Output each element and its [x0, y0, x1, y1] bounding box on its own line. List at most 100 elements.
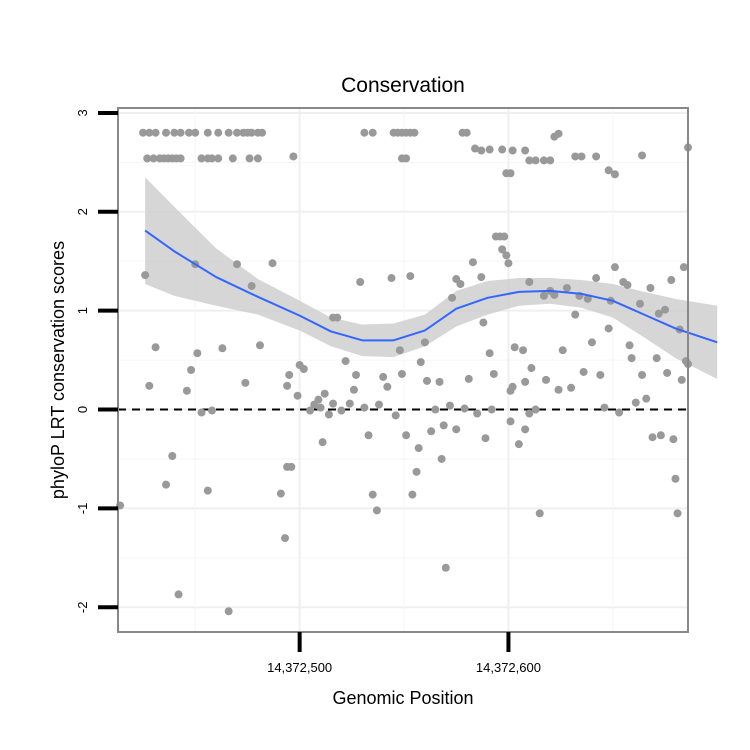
data-point: [318, 438, 327, 447]
data-point: [485, 145, 494, 154]
data-point: [539, 291, 548, 300]
data-point: [646, 283, 655, 292]
data-point: [258, 128, 267, 137]
data-point: [360, 403, 369, 412]
data-point: [452, 425, 461, 434]
data-point: [473, 409, 482, 418]
data-point: [456, 279, 465, 288]
data-point: [203, 128, 212, 137]
data-point: [506, 169, 515, 178]
data-point: [471, 144, 480, 153]
data-point: [268, 259, 277, 268]
data-point: [631, 398, 640, 407]
data-point: [224, 607, 233, 616]
data-point: [253, 154, 262, 163]
data-point: [604, 166, 613, 175]
data-point: [410, 128, 419, 137]
data-point: [320, 389, 329, 398]
data-point: [596, 370, 605, 379]
data-point: [395, 346, 404, 355]
data-point: [174, 590, 183, 599]
data-point: [191, 128, 200, 137]
data-point: [306, 406, 315, 415]
data-point: [571, 310, 580, 319]
data-point: [427, 427, 436, 436]
data-point: [299, 365, 308, 374]
data-point: [360, 128, 369, 137]
data-point: [477, 146, 486, 155]
data-point: [638, 370, 647, 379]
data-point: [207, 154, 216, 163]
data-point: [374, 400, 383, 409]
data-point: [333, 313, 342, 322]
data-point: [224, 128, 233, 137]
data-point: [489, 369, 498, 378]
data-point: [439, 421, 448, 430]
data-point: [402, 431, 411, 440]
data-point: [435, 377, 444, 386]
data-point: [420, 338, 429, 347]
data-point: [387, 274, 396, 283]
data-point: [677, 375, 686, 384]
data-point: [583, 294, 592, 303]
data-point: [293, 391, 302, 400]
data-point: [276, 489, 285, 498]
data-point: [145, 381, 154, 390]
data-point: [352, 370, 361, 379]
data-point: [531, 156, 540, 165]
data-point: [245, 154, 254, 163]
data-point: [502, 251, 511, 260]
data-point: [170, 128, 179, 137]
data-point: [577, 152, 586, 161]
data-point: [316, 403, 325, 412]
scatter-points: [116, 128, 692, 616]
data-point: [663, 368, 672, 377]
data-point: [592, 274, 601, 283]
data-point: [531, 405, 540, 414]
grid: [118, 108, 688, 632]
data-point: [542, 375, 551, 384]
data-point: [521, 146, 530, 155]
data-point: [527, 364, 536, 373]
data-point: [162, 480, 171, 489]
data-point: [510, 343, 519, 352]
data-point: [477, 273, 486, 282]
data-point: [615, 408, 624, 417]
data-point: [402, 154, 411, 163]
data-point: [587, 338, 596, 347]
data-point: [500, 232, 509, 241]
data-point: [314, 395, 323, 404]
ribbon-area: [145, 177, 718, 379]
y-tick-label: 2: [75, 208, 90, 215]
data-point: [285, 370, 294, 379]
data-point: [479, 318, 488, 327]
data-point: [187, 366, 196, 374]
data-point: [283, 381, 292, 390]
data-point: [504, 259, 513, 268]
y-tick-label: 1: [75, 307, 90, 314]
confidence-ribbon: [145, 177, 718, 379]
data-point: [610, 170, 619, 179]
data-point: [287, 462, 296, 471]
data-point: [368, 490, 377, 499]
data-point: [592, 152, 601, 161]
data-point: [233, 260, 242, 269]
data-point: [207, 406, 216, 415]
data-point: [460, 404, 469, 413]
data-point: [324, 410, 333, 419]
data-point: [468, 258, 477, 267]
data-point: [341, 357, 350, 366]
data-point: [562, 283, 571, 292]
y-tick-label: 3: [75, 109, 90, 116]
data-point: [550, 290, 559, 299]
data-point: [600, 403, 609, 412]
data-point: [623, 280, 632, 289]
y-axis: -2 -1 0 1 2 3: [75, 109, 118, 613]
data-point: [525, 278, 534, 287]
data-point: [247, 281, 256, 290]
data-point: [498, 245, 507, 254]
data-point: [379, 372, 388, 381]
data-point: [673, 509, 682, 518]
data-point: [406, 272, 415, 281]
data-point: [508, 382, 517, 391]
